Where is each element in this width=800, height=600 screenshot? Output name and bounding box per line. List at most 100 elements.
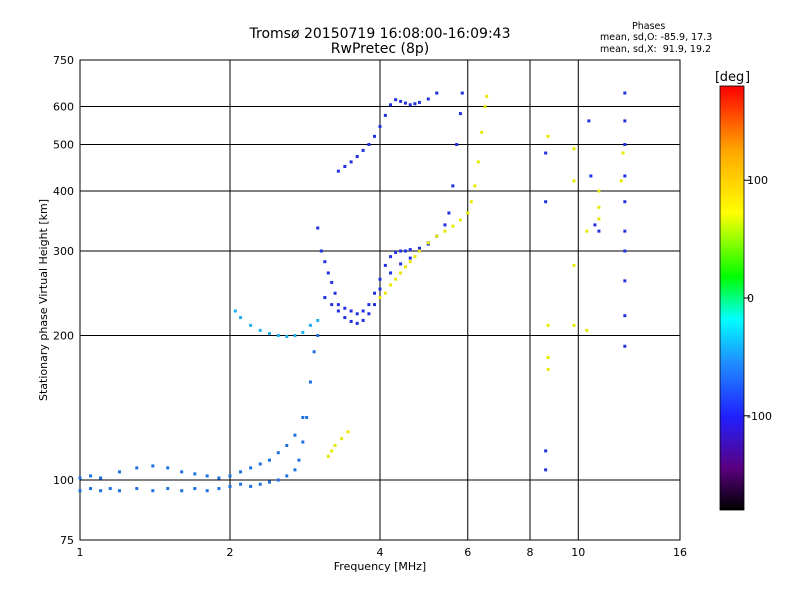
data-point: [355, 321, 359, 325]
data-point: [572, 323, 576, 327]
data-point: [233, 309, 237, 313]
data-point: [544, 449, 548, 453]
data-point: [323, 296, 327, 300]
data-point: [239, 316, 243, 320]
data-point: [373, 291, 377, 295]
data-point: [623, 279, 627, 283]
data-point: [319, 249, 323, 253]
data-point: [597, 189, 601, 193]
data-point: [623, 229, 627, 233]
data-point: [336, 303, 340, 307]
x-tick-label: 6: [464, 546, 471, 559]
data-point: [443, 229, 447, 233]
data-point: [417, 249, 421, 253]
data-point: [544, 468, 548, 472]
y-tick-label: 500: [53, 139, 74, 152]
data-point: [355, 312, 359, 316]
data-point: [258, 482, 262, 486]
data-point: [276, 478, 280, 482]
colorbar-unit-bracket-right: ]: [745, 70, 750, 85]
data-point: [193, 487, 197, 491]
data-point: [301, 415, 305, 419]
data-point: [621, 151, 625, 155]
x-axis-ticks: 1 2 4 6 8 10 16: [77, 546, 688, 559]
data-point: [589, 174, 593, 178]
phase-stats-x: mean, sd,X: 91.9, 19.2: [600, 44, 712, 55]
data-point: [378, 277, 382, 281]
data-point: [585, 229, 589, 233]
data-point: [399, 262, 403, 266]
data-point: [336, 309, 340, 313]
data-point: [228, 484, 232, 488]
data-point: [267, 480, 271, 484]
data-point: [546, 134, 550, 138]
chart-grid: [80, 60, 680, 540]
data-point: [239, 470, 243, 474]
data-point: [151, 464, 155, 468]
data-point: [373, 134, 377, 138]
data-point: [593, 223, 597, 227]
data-point: [367, 312, 371, 316]
x-tick-label: 10: [571, 546, 585, 559]
data-point: [361, 148, 365, 152]
data-point: [389, 103, 393, 107]
data-point: [326, 454, 330, 458]
data-point: [413, 255, 417, 259]
data-point: [349, 160, 353, 164]
data-point: [435, 234, 439, 238]
data-point: [476, 160, 480, 164]
data-point: [408, 103, 412, 107]
data-point: [417, 100, 421, 104]
data-point: [293, 334, 297, 338]
colorbar-unit-bracket-left: [: [715, 70, 720, 85]
data-point: [399, 249, 403, 253]
data-point: [619, 179, 623, 183]
data-point: [276, 334, 280, 338]
data-point: [546, 355, 550, 359]
data-point: [330, 449, 334, 453]
data-point: [293, 468, 297, 472]
data-point: [389, 271, 393, 275]
data-point: [623, 249, 627, 253]
data-point: [301, 440, 305, 444]
data-point: [389, 283, 393, 287]
data-points: [78, 91, 627, 493]
data-point: [78, 489, 82, 493]
data-point: [403, 249, 407, 253]
data-point: [572, 179, 576, 183]
data-point: [323, 260, 327, 264]
data-point: [217, 487, 221, 491]
data-point: [623, 344, 627, 348]
data-point: [378, 287, 382, 291]
data-point: [546, 323, 550, 327]
data-point: [408, 248, 412, 252]
data-point: [180, 489, 184, 493]
data-point: [316, 226, 320, 230]
data-point: [308, 323, 312, 327]
data-point: [378, 296, 382, 300]
data-point: [108, 487, 112, 491]
data-point: [343, 306, 347, 310]
data-point: [378, 125, 382, 129]
data-point: [394, 250, 398, 254]
data-point: [333, 291, 337, 295]
data-point: [585, 328, 589, 332]
data-point: [623, 91, 627, 95]
data-point: [297, 458, 301, 462]
x-tick-label: 2: [227, 546, 234, 559]
data-point: [546, 367, 550, 371]
data-point: [78, 476, 82, 480]
data-point: [544, 200, 548, 204]
data-point: [336, 169, 340, 173]
data-point: [355, 155, 359, 159]
data-point: [228, 474, 232, 478]
x-tick-label: 1: [77, 546, 84, 559]
data-point: [193, 472, 197, 476]
data-point: [166, 466, 170, 470]
data-point: [180, 470, 184, 474]
y-tick-label: 200: [53, 330, 74, 343]
data-point: [485, 94, 489, 98]
data-point: [258, 462, 262, 466]
data-point: [349, 319, 353, 323]
data-point: [623, 314, 627, 318]
